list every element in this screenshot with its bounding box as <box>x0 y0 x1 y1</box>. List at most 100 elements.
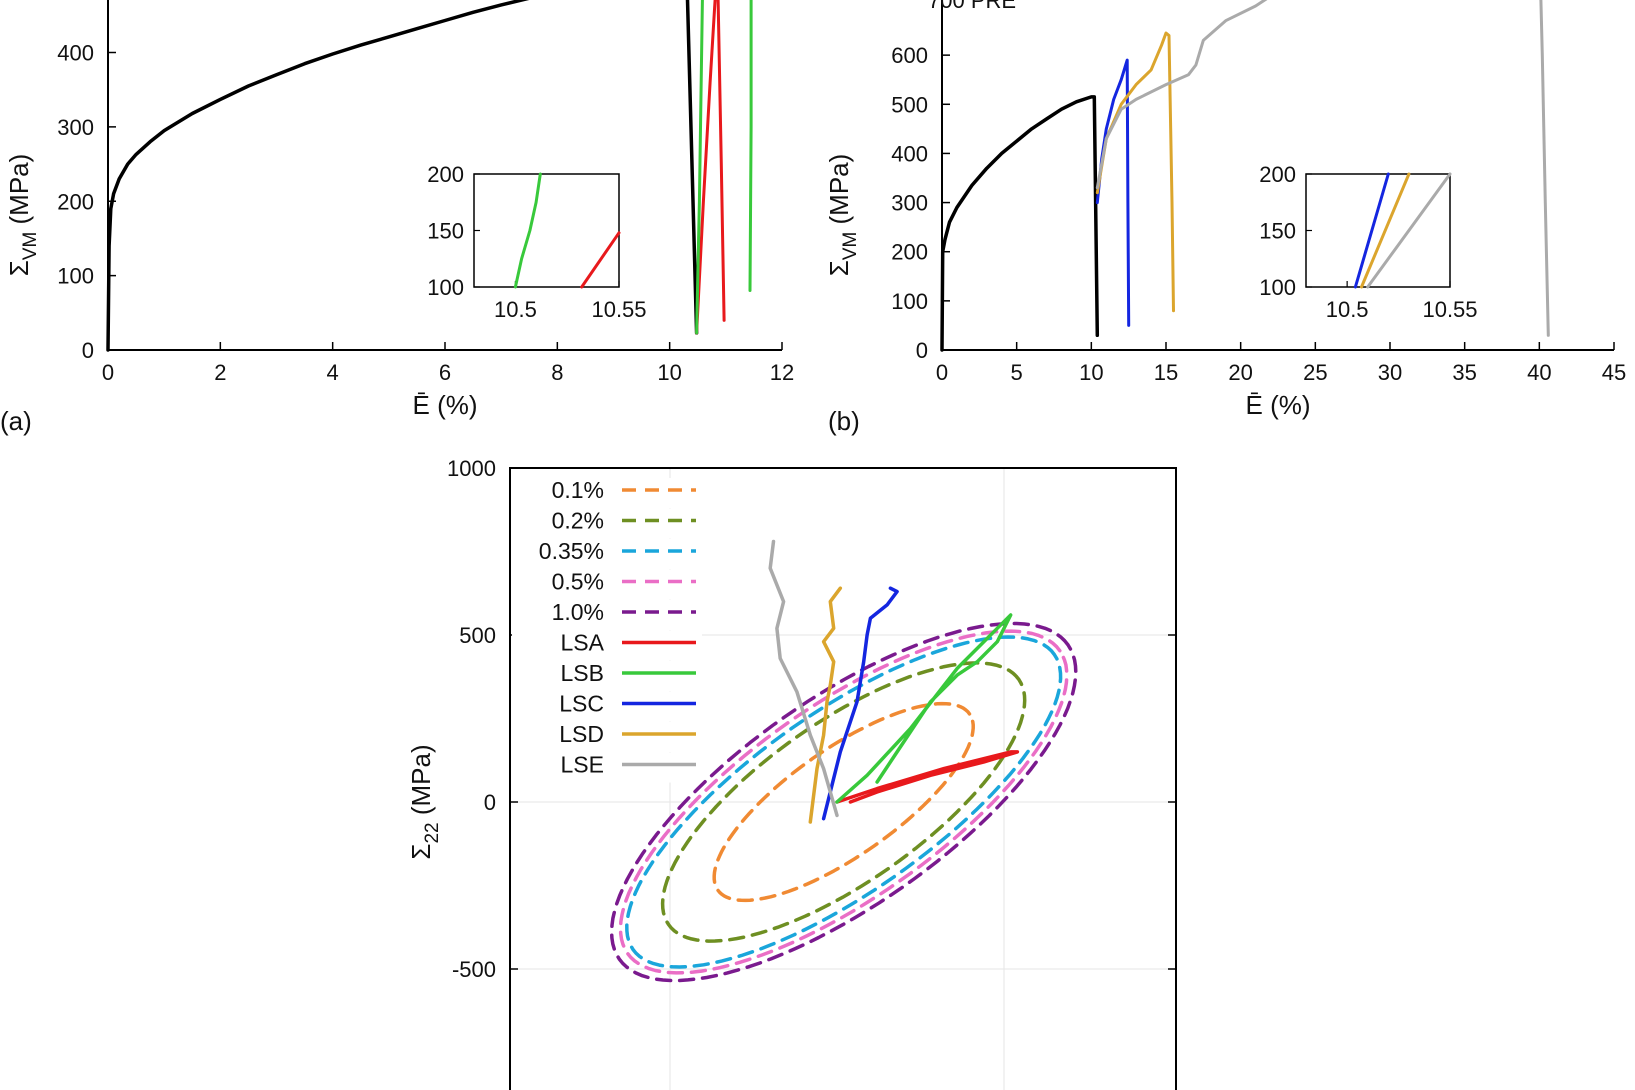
label-part: VM <box>20 232 41 261</box>
legend-label: LSE <box>561 752 604 778</box>
yield-contour-0-35pct <box>625 635 1063 969</box>
panel-a-y-tick-label: 400 <box>57 41 94 66</box>
panel-b-x-tick-label: 15 <box>1154 360 1178 385</box>
panel-a-y-tick-label: 0 <box>82 338 94 363</box>
panel-c-frame <box>509 467 1177 1090</box>
panel-b-y-tick-label: 200 <box>891 240 928 265</box>
path-lsc <box>821 586 899 821</box>
path-lse <box>768 539 839 818</box>
panel-a-y-tick-label: 300 <box>57 115 94 140</box>
panel-c-y-tick-label: 1000 <box>447 456 496 481</box>
panel-c-legend: 0.1% 0.2% 0.35% 0.5% 1.0% LSA LSB LSC LSD LSE <box>512 477 702 783</box>
panel-a-x-tick-label: 10 <box>657 360 681 385</box>
panel-b-series-lsd <box>1095 31 1175 313</box>
path-lsa <box>835 750 1020 804</box>
label-part: (MPa) <box>824 154 854 232</box>
panel-c-y-tick-label: 500 <box>459 623 496 648</box>
panel-a: 0 2 4 6 8 10 12 0 100 200 300 400 Ē (%) ΣVM (MPa) 10.5… <box>4 0 794 420</box>
panel-a-series-lsa <box>695 0 726 335</box>
legend-bg <box>512 539 702 569</box>
panel-b-inset-y-tick-label: 100 <box>1259 275 1296 300</box>
yield-contour-1-0pct <box>609 621 1078 983</box>
legend-bg <box>512 630 702 661</box>
legend-label: LSC <box>559 691 604 717</box>
panel-b-label: (b) <box>828 406 860 436</box>
panel-b-inset-series-lsd <box>1360 172 1411 289</box>
panel-a-y-axis-label: ΣVM (MPa) <box>4 154 41 277</box>
panel-b-x-axis-label: Ē (%) <box>1246 390 1311 420</box>
panel-b-top-cut-label: 700 PRE <box>928 0 1016 13</box>
label-part: Σ <box>406 844 436 860</box>
panel-b-x-tick-label: 40 <box>1527 360 1551 385</box>
panel-c-y-tick-label: -500 <box>452 957 496 982</box>
legend-label: LSB <box>561 660 604 686</box>
panel-b-x-tick-label: 25 <box>1303 360 1327 385</box>
panel-a-series-loading <box>106 0 699 352</box>
panel-a-inset-series-lsb <box>513 172 542 289</box>
panel-b-inset-series-lsc <box>1353 172 1390 289</box>
panel-a-inset-frame <box>473 173 620 288</box>
path-lsd <box>808 586 843 824</box>
label-part: Σ <box>824 260 854 276</box>
legend-bg <box>512 478 702 508</box>
path-lsb <box>835 613 1013 804</box>
panel-a-x-tick-label: 8 <box>551 360 563 385</box>
panel-b-x-tick-label: 0 <box>936 360 948 385</box>
panel-c-y-axis-label: Σ22 (MPa) <box>406 744 443 859</box>
legend-bg <box>512 722 702 752</box>
panel-b-x-tick-label: 20 <box>1228 360 1252 385</box>
panel-b-inset-x-tick-label: 10.5 <box>1326 297 1369 322</box>
panel-a-inset-y-tick-label: 200 <box>427 162 464 187</box>
panel-b-x-tick-label: 30 <box>1378 360 1402 385</box>
panel-a-x-tick-label: 0 <box>102 360 114 385</box>
panel-a-inset-y-tick-label: 150 <box>427 219 464 244</box>
panel-b-y-tick-label: 100 <box>891 289 928 314</box>
panel-a-x-axis-label: Ē (%) <box>413 390 478 420</box>
panel-a-series-lsb <box>748 0 753 292</box>
panel-b-x-tick-label: 35 <box>1452 360 1476 385</box>
legend-label: 0.1% <box>552 477 604 503</box>
panel-a-x-tick-label: 12 <box>770 360 794 385</box>
panel-a-inset-x-tick-label: 10.5 <box>494 297 537 322</box>
panel-a-y-tick-label: 100 <box>57 264 94 289</box>
panel-b-x-tick-label: 45 <box>1602 360 1626 385</box>
panel-b-y-tick-label: 500 <box>891 92 928 117</box>
legend-bg <box>512 691 702 722</box>
panel-a-x-tick-label: 6 <box>439 360 451 385</box>
yield-contour-0-5pct <box>618 629 1069 975</box>
panel-a-inset-y-tick-label: 100 <box>427 275 464 300</box>
panel-b-inset-frame <box>1305 173 1451 288</box>
panel-b-x-tick-label: 10 <box>1079 360 1103 385</box>
legend-label: 0.35% <box>539 538 604 564</box>
panel-b-inset-series-lse <box>1366 172 1452 289</box>
panel-a-inset-x-tick-label: 10.55 <box>591 297 646 322</box>
panel-c-y-tick-label: 0 <box>484 790 496 815</box>
panel-a-x-tick-label: 4 <box>327 360 339 385</box>
yield-contour-0-2pct <box>660 661 1027 943</box>
legend-label: LSD <box>559 721 604 747</box>
label-part: 22 <box>422 822 443 843</box>
panel-b-y-tick-label: 300 <box>891 191 928 216</box>
legend-bg <box>512 600 702 630</box>
panel-b-series-loading <box>940 95 1100 352</box>
panel-b-y-tick-label: 400 <box>891 141 928 166</box>
panel-b-y-tick-label: 600 <box>891 43 928 68</box>
panel-b-inset-y-tick-label: 150 <box>1259 219 1296 244</box>
panel-b: 0 5 10 15 20 25 30 35 40 45 0 100 200 300 400 500 600 Ē (… <box>824 0 1626 420</box>
panel-a-y-tick-label: 200 <box>57 189 94 214</box>
panel-b-inset-x-tick-label: 10.55 <box>1422 297 1477 322</box>
legend-bg <box>512 752 702 783</box>
legend-label: 0.5% <box>552 569 604 595</box>
panel-c: 1000 500 0 -500 Σ22 (MPa) 0.1% 0.2% 0.35% 0.5% 1.… <box>406 456 1177 1090</box>
legend-label: 1.0% <box>552 599 604 625</box>
yield-contour-0-1pct <box>712 701 975 903</box>
legend-label: LSA <box>561 630 605 656</box>
legend-label: 0.2% <box>552 508 604 534</box>
panel-a-inset-series-lsa <box>580 231 621 289</box>
label-part: (MPa) <box>406 744 436 822</box>
label-part: VM <box>840 232 861 261</box>
panel-a-label: (a) <box>0 406 32 436</box>
legend-bg <box>512 508 702 539</box>
legend-bg <box>512 661 702 691</box>
